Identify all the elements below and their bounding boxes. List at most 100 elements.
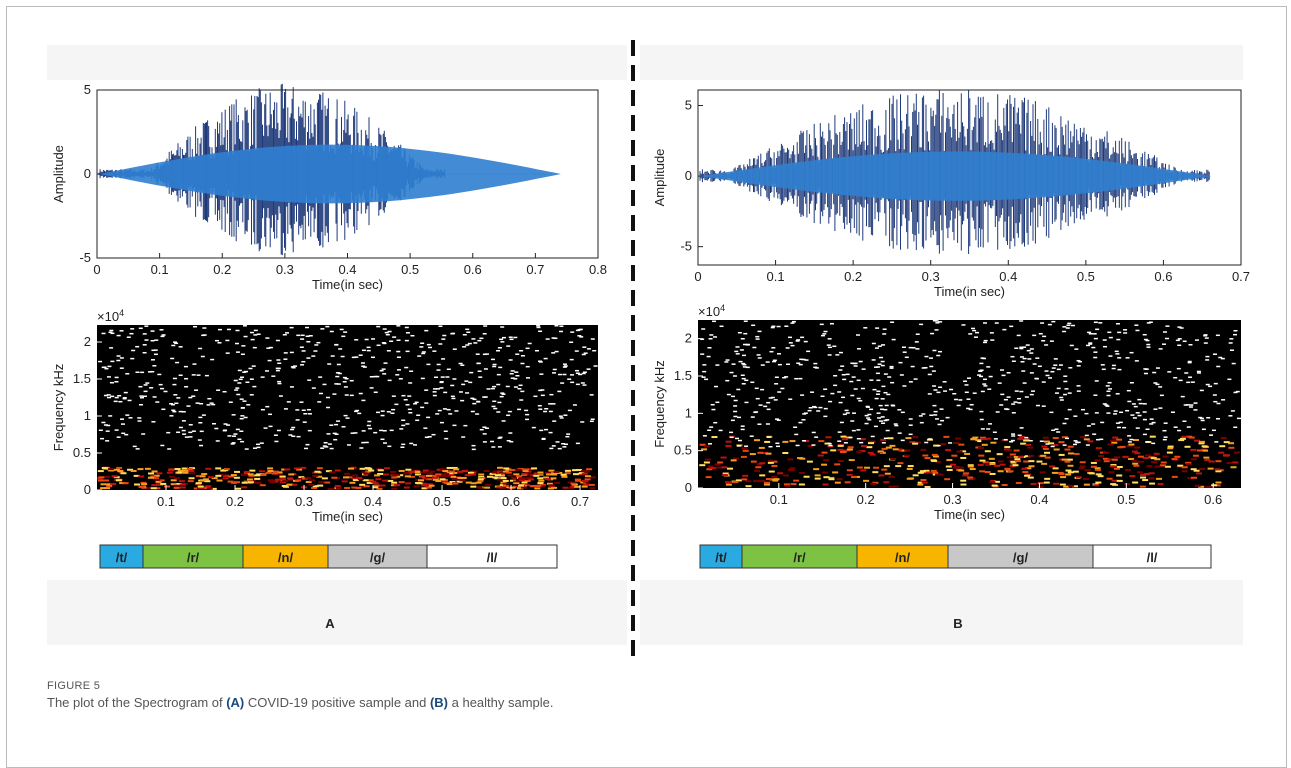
- spectrogram-dot: [391, 395, 396, 397]
- spectrogram-dot: [1042, 335, 1047, 338]
- spectrogram-dot: [306, 357, 311, 359]
- spectrogram-dot: [1044, 344, 1049, 346]
- spectrogram-cell: [269, 481, 276, 484]
- spectrogram-cell: [912, 442, 919, 445]
- spectrogram-dot: [1200, 419, 1205, 422]
- x-tick-label: 0.4: [364, 494, 382, 509]
- spectrogram-cell: [880, 438, 887, 441]
- spectrogram-dot: [982, 341, 987, 344]
- spectrogram-cell: [357, 478, 364, 481]
- spectrogram-dot: [366, 349, 371, 352]
- spectrogram-dot: [119, 367, 124, 369]
- spectrogram-dot: [1233, 426, 1238, 429]
- spectrogram-dot: [921, 413, 926, 415]
- spectrogram-dot: [798, 421, 803, 424]
- spectrogram-dot: [171, 344, 176, 347]
- spectrogram-dot: [557, 447, 562, 450]
- spectrogram-dot: [235, 351, 240, 353]
- spectrogram-cell: [837, 444, 844, 447]
- spectrogram-dot: [499, 395, 504, 398]
- spectrogram-dot: [357, 412, 362, 415]
- spectrogram-dot: [1062, 444, 1067, 446]
- spectrogram-dot: [106, 394, 111, 396]
- spectrogram-cell: [286, 483, 293, 486]
- spectrogram-dot: [101, 332, 106, 335]
- spectrogram-cell: [281, 484, 288, 487]
- spectrogram-cell: [422, 469, 429, 472]
- spectrogram-dot: [755, 397, 760, 400]
- spectrogram-cell: [1162, 455, 1169, 458]
- spectrogram-dot: [293, 365, 298, 367]
- spectrogram-dot: [851, 429, 856, 432]
- spectrogram-dot: [1111, 367, 1116, 370]
- spectrogram-dot: [470, 397, 475, 400]
- spectrogram-dot: [593, 365, 598, 367]
- spectrogram-dot: [882, 328, 887, 330]
- spectrogram-dot: [244, 448, 249, 450]
- spectrogram-dot: [575, 442, 580, 445]
- spectrogram-dot: [1205, 383, 1210, 386]
- spectrogram-cell: [763, 483, 770, 486]
- spectrogram-cell: [104, 487, 111, 490]
- spectrogram-dot: [1019, 346, 1024, 349]
- spectrogram-cell: [1196, 472, 1203, 475]
- spectrogram-cell: [584, 478, 591, 481]
- spectrogram-dot: [735, 437, 740, 440]
- spectrogram-dot: [460, 364, 465, 366]
- spectrogram-cell: [798, 483, 805, 486]
- spectrogram-dot: [877, 363, 882, 365]
- spectrogram-cell: [981, 438, 988, 441]
- spectrogram-dot: [142, 351, 147, 354]
- spectrogram-cell: [403, 486, 410, 489]
- y-tick-label: 2: [685, 331, 692, 346]
- spectrogram-dot: [440, 376, 445, 378]
- spectrogram-cell: [1124, 468, 1131, 471]
- spectrogram-cell: [951, 454, 958, 457]
- spectrogram-dot: [774, 376, 779, 379]
- spectrogram-dot: [574, 350, 579, 352]
- spectrogram-cell: [1109, 465, 1116, 468]
- spectrogram-dot: [1085, 444, 1090, 446]
- spectrogram-cell: [443, 472, 450, 475]
- spectrogram-cell: [390, 470, 397, 473]
- spectrogram-dot: [548, 403, 553, 405]
- spectrogram-cell: [771, 464, 778, 467]
- spectrogram-cell: [837, 448, 844, 451]
- spectrogram-cell: [1110, 483, 1117, 486]
- spectrogram-cell: [1021, 467, 1028, 470]
- spectrogram-dot: [102, 366, 107, 368]
- spectrogram-cell: [1004, 446, 1011, 449]
- spectrogram-dot: [1170, 411, 1175, 413]
- spectrogram-dot: [548, 410, 553, 413]
- spectrogram-dot: [1127, 441, 1132, 443]
- spectrogram-cell: [1190, 468, 1197, 471]
- spectrogram-dot: [394, 403, 399, 406]
- spectrogram-cell: [166, 471, 173, 474]
- spectrogram-dot: [850, 394, 855, 397]
- spectrogram-cell: [1154, 458, 1161, 461]
- spectrogram-dot: [1024, 396, 1029, 398]
- spectrogram-dot: [1087, 331, 1092, 334]
- spectrogram-cell: [1067, 471, 1074, 474]
- spectrogram-cell: [105, 483, 112, 486]
- spectrogram-dot: [471, 338, 476, 340]
- spectrogram-cell: [570, 485, 577, 488]
- spectrogram-dot: [413, 402, 418, 405]
- spectrogram-dot: [936, 354, 941, 357]
- spectrogram-dot: [572, 404, 577, 406]
- spectrogram-dot: [885, 419, 890, 421]
- spectrogram-dot: [137, 417, 142, 419]
- spectrogram-cell: [1059, 483, 1066, 486]
- spectrogram-cell: [298, 476, 305, 479]
- spectrogram-cell: [1171, 458, 1178, 461]
- spectrogram-dot: [1235, 390, 1240, 393]
- spectrogram-dot: [742, 354, 747, 357]
- spectrogram-cell: [430, 474, 437, 477]
- spectrogram-dot: [110, 395, 115, 398]
- spectrogram-cell: [701, 448, 708, 451]
- spectrogram-dot: [325, 396, 330, 399]
- spectrogram-dot: [231, 414, 236, 416]
- spectrogram-dot: [421, 352, 426, 355]
- spectrogram-cell: [920, 448, 927, 451]
- spectrogram-dot: [311, 387, 316, 389]
